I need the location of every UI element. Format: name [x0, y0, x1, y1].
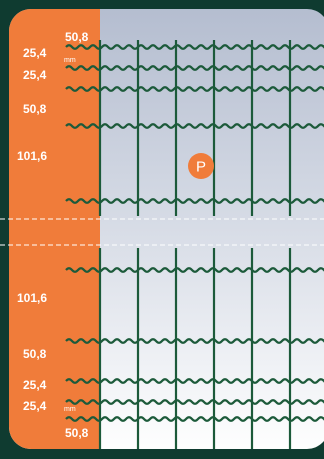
- product-badge: P: [188, 153, 214, 179]
- horizontal-wire: [65, 198, 324, 204]
- horizontal-wire: [65, 416, 324, 422]
- label-bottom-50-8-b: 50,8: [65, 426, 89, 440]
- label-top-101-6: 101,6: [17, 149, 47, 163]
- horizontal-wire: [65, 267, 324, 273]
- label-bottom-25-4-b: 25,4: [23, 399, 47, 413]
- badge-letter: P: [196, 159, 206, 176]
- horizontal-wire: [65, 65, 324, 71]
- label-top-50-8: 50,8: [65, 30, 89, 44]
- break-indicator: [0, 218, 324, 246]
- label-bottom-25-4-a: 25,4: [23, 378, 47, 392]
- label-top-50-8-b: 50,8: [23, 102, 47, 116]
- label-bottom-101-6: 101,6: [17, 291, 47, 305]
- label-bottom-50-8: 50,8: [23, 347, 47, 361]
- horizontal-wire: [65, 338, 324, 344]
- orange-dimension-panel: [9, 9, 100, 449]
- label-top-25-4-a: 25,4: [23, 46, 47, 60]
- unit-bottom: mm: [64, 406, 76, 413]
- horizontal-wire: [65, 86, 324, 92]
- label-top-25-4-b: 25,4: [23, 68, 47, 82]
- horizontal-wire: [65, 123, 324, 129]
- badge-circle: [188, 153, 214, 179]
- horizontal-wire: [65, 378, 324, 384]
- horizontal-wire: [65, 399, 324, 405]
- unit-top: mm: [64, 57, 76, 64]
- wire-mesh: [65, 40, 324, 449]
- horizontal-wire: [65, 44, 324, 50]
